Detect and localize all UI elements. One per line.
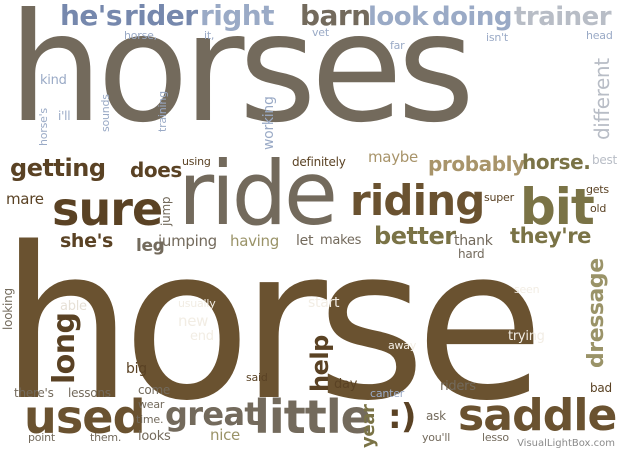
word-horses-possessive: horse's <box>37 108 50 146</box>
word-jumping: jumping <box>158 232 217 250</box>
word-hes: he's <box>60 0 122 32</box>
word-leg: leg <box>136 236 165 256</box>
word-come: come <box>138 383 171 397</box>
word-mare: mare <box>6 190 44 208</box>
word-able: able <box>60 299 87 314</box>
word-youll: you'll <box>422 431 451 444</box>
word-big: big <box>126 361 147 377</box>
word-lessons: lessons <box>68 386 111 400</box>
word-theyre: they're <box>510 224 592 248</box>
word-hard: hard <box>458 247 485 261</box>
word-lesso: lesso <box>482 431 509 444</box>
word-thank: thank <box>454 233 493 249</box>
word-bit: bit <box>520 178 595 236</box>
word-dressage: dressage <box>584 258 609 368</box>
word-riders: riders <box>440 379 476 394</box>
word-end: end <box>190 329 214 344</box>
word-time: time. <box>136 413 164 426</box>
word-riding: riding <box>350 176 485 225</box>
word-trying: trying <box>508 329 545 344</box>
watermark-text[interactable]: VisualLightBox.com <box>517 438 615 449</box>
word-having: having <box>230 232 279 250</box>
word-seen: seen <box>514 283 540 296</box>
word-canter: canter <box>370 387 405 400</box>
word-shes: she's <box>60 230 113 252</box>
word-long: long <box>47 312 82 384</box>
word-horses: horses <box>8 0 475 156</box>
word-sounds: sounds <box>99 94 112 132</box>
word-it: it, <box>204 29 215 42</box>
word-rider: rider <box>124 0 198 32</box>
word-far: far <box>390 39 405 52</box>
word-theres: there's <box>14 386 54 400</box>
word-horse-dot: horse. <box>522 150 591 174</box>
word-bad: bad <box>590 381 612 395</box>
word-does: does <box>130 158 182 182</box>
word-year: year <box>358 404 379 448</box>
word-sure: sure <box>52 182 163 236</box>
word-looking: looking <box>1 288 15 330</box>
word-little: little <box>254 390 372 444</box>
word-different: different <box>590 58 614 140</box>
word-wear: wear <box>138 398 165 411</box>
word-new: new <box>178 312 209 330</box>
word-better: better <box>374 222 456 250</box>
word-ill: i'll <box>58 109 71 123</box>
word-kind: kind <box>40 73 67 88</box>
word-gets: gets <box>586 183 609 196</box>
word-away: away <box>388 339 417 352</box>
word-jump: jump <box>159 196 173 226</box>
word-start: start <box>308 295 340 311</box>
word-nice: nice <box>210 426 240 444</box>
word-definitely: definitely <box>292 155 346 169</box>
word-used: used <box>24 390 145 444</box>
word-head: head <box>586 29 613 42</box>
word-super: super <box>484 191 514 204</box>
word-training: training <box>156 91 169 132</box>
word-right: right <box>200 0 275 32</box>
word-trainer: trainer <box>514 2 612 32</box>
word-makes: makes <box>320 233 362 248</box>
word-let: let <box>296 233 314 249</box>
word-saddle: saddle <box>458 390 617 441</box>
word-point: point <box>28 431 55 444</box>
word-working: working <box>261 96 277 150</box>
word-barn: barn <box>300 0 371 32</box>
word-getting: getting <box>10 154 106 182</box>
word-maybe: maybe <box>368 148 418 166</box>
word-looks: looks <box>138 429 171 444</box>
word-ask: ask <box>426 409 446 423</box>
word-doing: doing <box>432 2 512 32</box>
word-look: look <box>368 2 428 32</box>
word-vet: vet <box>312 26 329 39</box>
word-best: best <box>592 153 617 167</box>
word-smile: :) <box>388 397 416 437</box>
word-said: said <box>246 371 268 384</box>
word-horse-comma: horse, <box>124 29 157 42</box>
word-help: help <box>306 335 334 392</box>
word-using: using <box>182 155 211 168</box>
word-great: great <box>165 395 260 433</box>
word-probably: probably <box>428 152 525 176</box>
word-old: old <box>590 202 607 215</box>
word-usually: usually <box>178 297 216 310</box>
word-ride: ride <box>178 142 338 245</box>
word-horse-big: horse <box>0 202 545 447</box>
word-them: them. <box>90 431 122 444</box>
word-day: day <box>334 377 358 392</box>
word-isnt: isn't <box>486 31 508 44</box>
